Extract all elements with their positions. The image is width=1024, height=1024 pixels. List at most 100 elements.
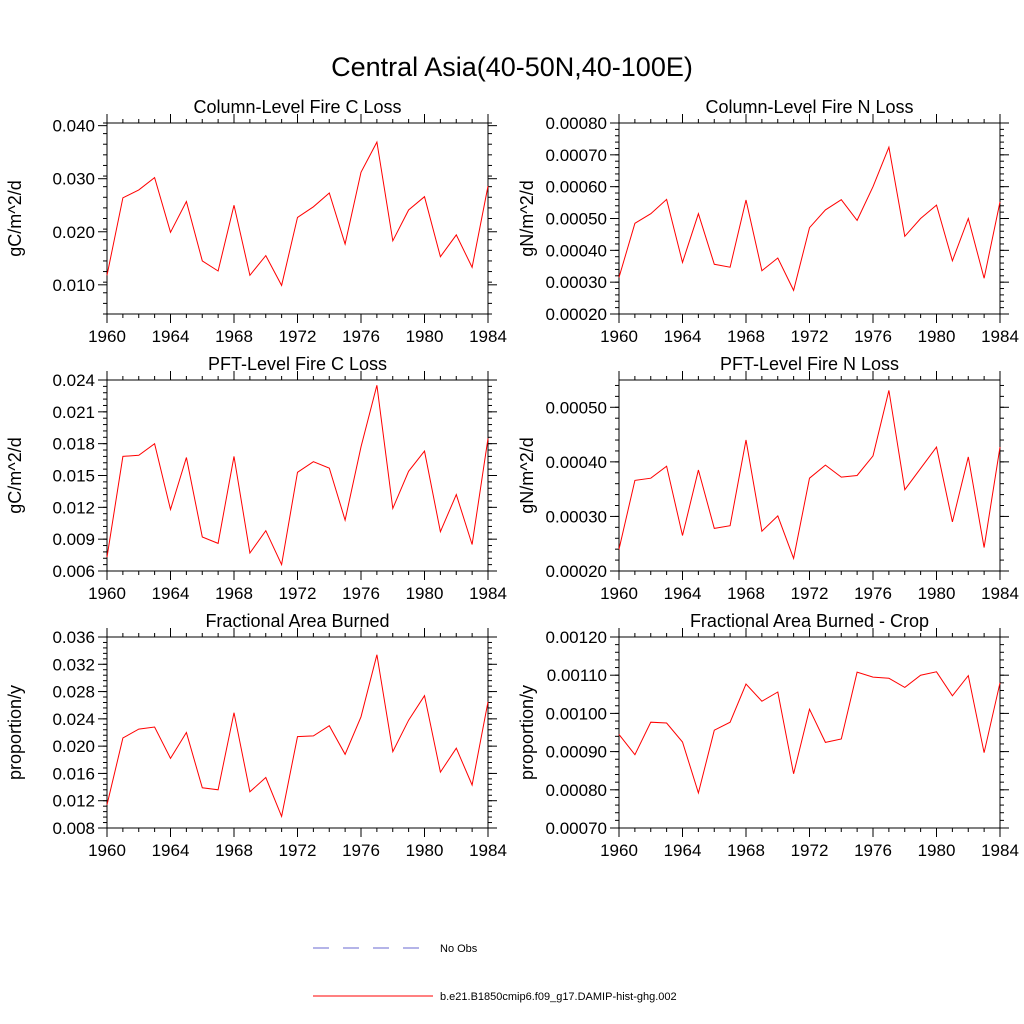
y-tick-label: 0.028 (52, 683, 95, 702)
x-tick-label: 1984 (981, 841, 1019, 860)
x-tick-label: 1964 (664, 841, 702, 860)
x-tick-label: 1968 (727, 584, 765, 603)
y-axis-label: gC/m^2/d (5, 180, 25, 256)
x-tick-label: 1976 (854, 327, 892, 346)
series-line (106, 140, 489, 287)
x-tick-label: 1976 (342, 327, 380, 346)
panel-1: Column-Level Fire C Loss gC/m^2/d 1960 1964… (5, 97, 507, 346)
x-tick-label: 1968 (215, 584, 253, 603)
x-tick-label: 1972 (791, 327, 829, 346)
x-tick-label: 1964 (664, 584, 702, 603)
panel-title: PFT-Level Fire C Loss (208, 354, 387, 374)
y-tick-label: 0.032 (52, 655, 95, 674)
y-axis-label: gN/m^2/d (517, 180, 537, 256)
x-tick-label: 1960 (600, 841, 638, 860)
x-tick-label: 1976 (342, 841, 380, 860)
y-tick-label: 0.040 (52, 117, 95, 136)
x-tick-label: 1984 (981, 327, 1019, 346)
panel-3: PFT-Level Fire C Loss gC/m^2/d 1960 1964 196… (5, 354, 507, 603)
x-tick-label: 1976 (342, 584, 380, 603)
y-tick-label: 0.00030 (546, 507, 607, 526)
y-tick-label: 0.00030 (546, 273, 607, 292)
x-tick-label: 1964 (152, 841, 190, 860)
panel-title: PFT-Level Fire N Loss (720, 354, 899, 374)
y-tick-label: 0.015 (52, 467, 95, 486)
y-tick-label: 0.020 (52, 737, 95, 756)
panel-title: Fractional Area Burned (205, 611, 389, 631)
x-tick-label: 1968 (215, 327, 253, 346)
y-tick-label: 0.00100 (546, 704, 607, 723)
x-tick-label: 1960 (600, 327, 638, 346)
series-line (618, 145, 1001, 292)
y-axis-label: proportion/y (5, 685, 25, 780)
y-tick-label: 0.012 (52, 792, 95, 811)
panel-title: Column-Level Fire C Loss (193, 97, 401, 117)
y-axis-label: gC/m^2/d (5, 437, 25, 513)
y-tick-label: 0.016 (52, 764, 95, 783)
series-line (618, 390, 1001, 561)
y-tick-label: 0.00070 (546, 146, 607, 165)
x-tick-label: 1972 (279, 841, 317, 860)
x-tick-label: 1964 (152, 327, 190, 346)
x-tick-label: 1984 (469, 841, 507, 860)
y-tick-label: 0.00050 (546, 210, 607, 229)
y-tick-label: 0.00060 (546, 178, 607, 197)
y-tick-label: 0.010 (52, 276, 95, 295)
y-tick-label: 0.009 (52, 530, 95, 549)
y-tick-label: 0.00070 (546, 819, 607, 838)
panel-2: Column-Level Fire N Loss gN/m^2/d 1960 1964… (517, 97, 1019, 346)
y-tick-label: 0.036 (52, 628, 95, 647)
x-tick-label: 1960 (600, 584, 638, 603)
x-tick-label: 1968 (727, 327, 765, 346)
y-tick-label: 0.012 (52, 498, 95, 517)
x-tick-label: 1980 (406, 327, 444, 346)
x-tick-label: 1980 (406, 584, 444, 603)
y-tick-label: 0.024 (52, 710, 95, 729)
y-tick-label: 0.00020 (546, 562, 607, 581)
x-tick-label: 1980 (406, 841, 444, 860)
y-tick-label: 0.00080 (546, 781, 607, 800)
y-tick-label: 0.018 (52, 435, 95, 454)
x-tick-label: 1980 (918, 327, 956, 346)
x-tick-label: 1984 (469, 327, 507, 346)
x-tick-label: 1984 (469, 584, 507, 603)
y-tick-label: 0.020 (52, 223, 95, 242)
figure-title: Central Asia(40-50N,40-100E) (331, 52, 693, 82)
x-tick-label: 1960 (88, 584, 126, 603)
x-tick-label: 1976 (854, 584, 892, 603)
y-tick-label: 0.024 (52, 371, 95, 390)
x-tick-label: 1972 (279, 327, 317, 346)
x-tick-label: 1980 (918, 584, 956, 603)
panel-5: Fractional Area Burned proportion/y 1960 19… (5, 611, 507, 860)
y-tick-label: 0.00040 (546, 241, 607, 260)
y-tick-label: 0.00040 (546, 453, 607, 472)
panels: Column-Level Fire C Loss gC/m^2/d 1960 1964… (5, 97, 1019, 860)
y-axis-label: gN/m^2/d (517, 437, 537, 513)
y-tick-label: 0.008 (52, 819, 95, 838)
y-tick-label: 0.00090 (546, 743, 607, 762)
x-tick-label: 1980 (918, 841, 956, 860)
x-tick-label: 1984 (981, 584, 1019, 603)
y-axis-label: proportion/y (517, 685, 537, 780)
x-tick-label: 1972 (791, 841, 829, 860)
x-tick-label: 1972 (279, 584, 317, 603)
y-tick-label: 0.00020 (546, 305, 607, 324)
x-tick-label: 1968 (215, 841, 253, 860)
series-line (618, 671, 1001, 795)
series-line (106, 385, 489, 567)
y-tick-label: 0.00050 (546, 398, 607, 417)
x-tick-label: 1972 (791, 584, 829, 603)
panel-6: Fractional Area Burned - Crop proportion/… (517, 611, 1019, 860)
y-tick-label: 0.00120 (546, 628, 607, 647)
y-tick-label: 0.006 (52, 562, 95, 581)
x-tick-label: 1960 (88, 327, 126, 346)
x-tick-label: 1964 (664, 327, 702, 346)
series-line (106, 654, 489, 819)
x-tick-label: 1964 (152, 584, 190, 603)
panel-4: PFT-Level Fire N Loss gN/m^2/d 1960 1964 196… (517, 354, 1019, 603)
panel-title: Column-Level Fire N Loss (705, 97, 913, 117)
y-tick-label: 0.00110 (547, 666, 607, 685)
legend-no-obs-label: No Obs (440, 943, 478, 955)
y-tick-label: 0.030 (52, 170, 95, 189)
